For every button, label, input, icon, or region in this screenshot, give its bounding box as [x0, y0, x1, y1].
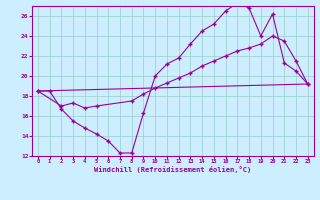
X-axis label: Windchill (Refroidissement éolien,°C): Windchill (Refroidissement éolien,°C)	[94, 166, 252, 173]
